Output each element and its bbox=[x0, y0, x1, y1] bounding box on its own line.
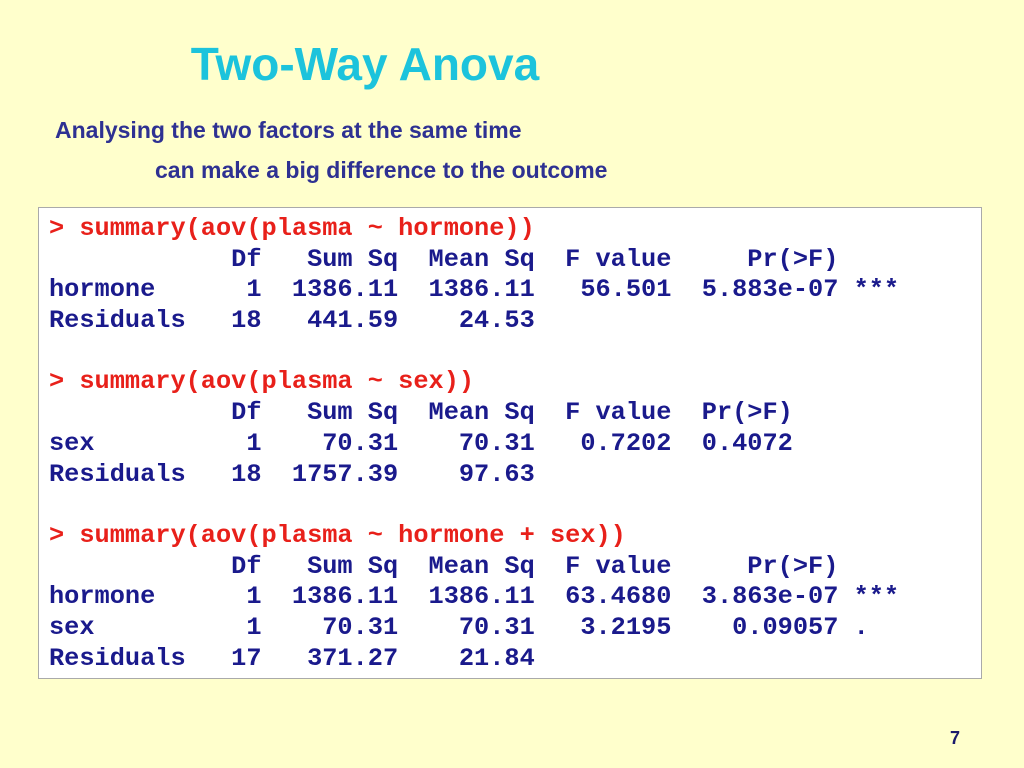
output-line: hormone 1 1386.11 1386.11 56.501 5.883e-… bbox=[49, 275, 900, 305]
output-line: Residuals 18 441.59 24.53 bbox=[49, 306, 535, 336]
r-command: > summary(aov(plasma ~ hormone + sex)) bbox=[49, 520, 626, 550]
output-line: Residuals 17 371.27 21.84 bbox=[49, 643, 535, 673]
code-box: > summary(aov(plasma ~ hormone)) Df Sum … bbox=[38, 207, 982, 679]
code-block: > summary(aov(plasma ~ hormone + sex)) D… bbox=[49, 521, 981, 674]
r-command: > summary(aov(plasma ~ sex)) bbox=[49, 367, 475, 397]
output-line: Residuals 18 1757.39 97.63 bbox=[49, 459, 535, 489]
r-command: > summary(aov(plasma ~ hormone)) bbox=[49, 214, 535, 243]
page-number: 7 bbox=[949, 728, 960, 748]
subtitle: can make a big difference to the outcome bbox=[155, 157, 608, 183]
output-line: Df Sum Sq Mean Sq F value Pr(>F) bbox=[49, 244, 839, 274]
output-line: sex 1 70.31 70.31 0.7202 0.4072 bbox=[49, 428, 793, 458]
code-block: > summary(aov(plasma ~ hormone)) Df Sum … bbox=[49, 214, 981, 337]
code-block: > summary(aov(plasma ~ sex)) Df Sum Sq M… bbox=[49, 367, 981, 490]
output-line: sex 1 70.31 70.31 3.2195 0.09057 . bbox=[49, 612, 869, 642]
output-line: Df Sum Sq Mean Sq F value Pr(>F) bbox=[49, 551, 839, 581]
output-line: Df Sum Sq Mean Sq F value Pr(>F) bbox=[49, 398, 793, 428]
slide-title: Two-Way Anova bbox=[190, 38, 540, 90]
output-line: hormone 1 1386.11 1386.11 63.4680 3.863e… bbox=[49, 582, 900, 612]
subtitle: Analysing the two factors at the same ti… bbox=[55, 117, 522, 143]
